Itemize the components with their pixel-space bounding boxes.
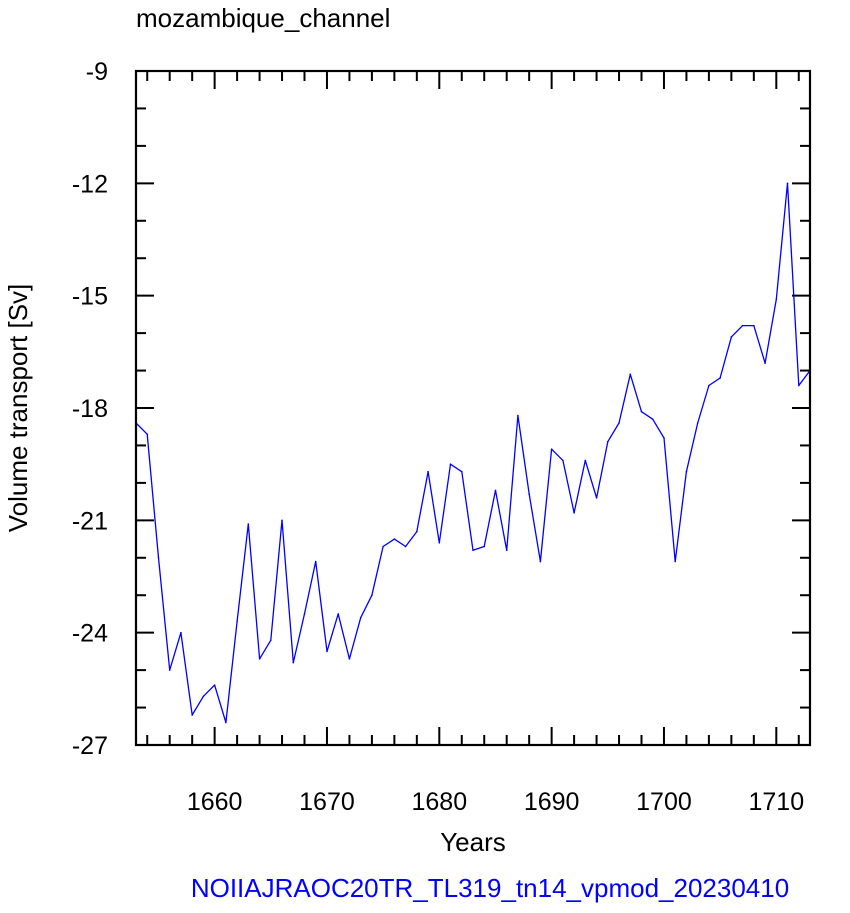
y-tick-label: -9	[86, 58, 108, 86]
data-point	[281, 519, 283, 522]
data-point	[730, 336, 733, 338]
data-point	[629, 373, 632, 376]
data-point	[348, 658, 351, 660]
x-tick-label: 1710	[748, 788, 804, 816]
data-point	[719, 377, 721, 379]
data-point	[258, 658, 261, 660]
x-axis-ticks: 1660 1670 1680 1690 1700 1710	[146, 71, 804, 816]
data-point	[472, 549, 474, 552]
data-points	[135, 182, 811, 724]
y-tick-label: -12	[72, 170, 108, 198]
chart-title: mozambique_channel	[136, 3, 390, 33]
data-point	[393, 538, 396, 540]
data-point	[764, 362, 766, 364]
data-point	[202, 695, 205, 698]
data-point	[303, 613, 306, 615]
data-point	[528, 493, 530, 495]
y-tick-label: -18	[72, 395, 108, 423]
data-point	[753, 324, 755, 327]
data-point	[505, 549, 508, 552]
y-axis-label: Volume transport [Sv]	[3, 284, 33, 533]
x-tick-label: 1690	[524, 788, 580, 816]
data-point	[247, 523, 250, 525]
data-point	[146, 433, 149, 436]
y-tick-label: -21	[72, 507, 108, 535]
data-point	[607, 440, 609, 443]
data-point	[371, 594, 373, 597]
data-point	[741, 324, 744, 327]
data-point	[696, 422, 699, 424]
data-point	[539, 560, 542, 563]
data-point	[416, 530, 418, 533]
data-point	[584, 459, 587, 462]
y-tick-label: -15	[72, 283, 108, 311]
data-point	[180, 631, 182, 634]
data-point	[292, 661, 295, 664]
x-tick-label: 1660	[187, 788, 243, 816]
data-point	[618, 422, 620, 424]
data-point	[270, 639, 272, 641]
data-point	[225, 721, 227, 724]
data-point	[213, 684, 216, 686]
data-point	[674, 560, 676, 563]
footer-label: NOIIAJRAOC20TR_TL319_tn14_vpmod_20230410	[191, 873, 789, 903]
data-point	[595, 497, 598, 499]
data-point	[775, 298, 778, 301]
data-point	[449, 463, 452, 465]
data-point	[494, 489, 497, 492]
data-point	[427, 470, 429, 473]
data-point	[460, 470, 463, 473]
data-series-line	[135, 182, 811, 724]
data-point	[404, 545, 407, 548]
data-point	[663, 437, 665, 439]
data-point	[168, 669, 171, 671]
data-point	[191, 714, 193, 716]
data-point	[685, 470, 688, 473]
data-point	[550, 448, 553, 450]
x-tick-label: 1670	[299, 788, 355, 816]
data-point	[483, 545, 486, 548]
data-point	[438, 542, 441, 544]
data-point	[797, 384, 800, 387]
y-tick-label: -27	[72, 732, 108, 760]
x-tick-label: 1680	[411, 788, 467, 816]
y-axis-ticks: -27 -24 -21 -18 -15 -12 -9	[72, 58, 810, 760]
data-point	[573, 512, 575, 514]
data-point	[562, 459, 564, 462]
data-point	[236, 620, 238, 623]
data-point	[157, 556, 160, 559]
x-tick-label: 1700	[636, 788, 692, 816]
data-point	[517, 414, 519, 417]
plot-frame	[134, 69, 812, 747]
data-point	[359, 616, 362, 619]
y-tick-label: -24	[72, 620, 108, 648]
data-point	[314, 560, 317, 563]
data-point	[326, 650, 328, 653]
data-point	[786, 182, 789, 185]
x-axis-label: Years	[440, 827, 506, 857]
data-point	[337, 613, 340, 615]
data-point	[382, 545, 384, 548]
data-point	[651, 418, 654, 421]
data-point	[640, 410, 643, 413]
data-point	[708, 384, 710, 387]
